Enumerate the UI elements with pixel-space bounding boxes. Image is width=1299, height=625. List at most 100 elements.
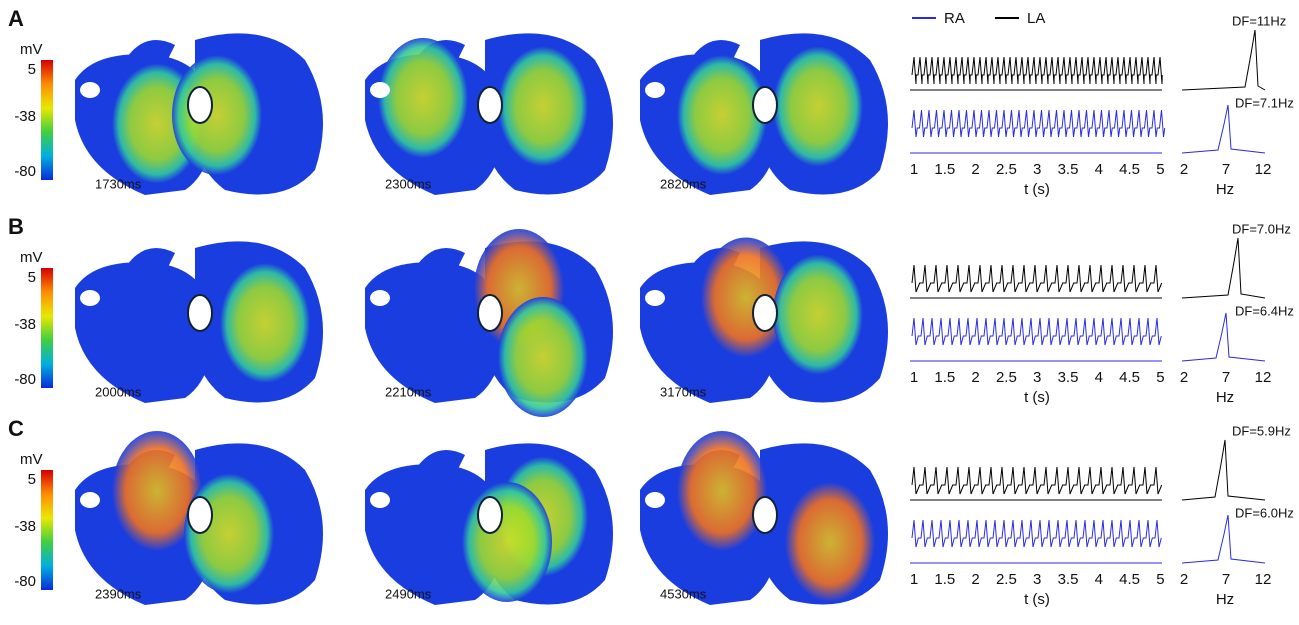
time-tick: 1.5 <box>934 161 955 178</box>
snapshot-time: 2000ms <box>95 384 142 399</box>
time-tick: 2 <box>971 369 979 386</box>
snapshot-time: 1730ms <box>95 176 142 191</box>
activation-patch <box>462 482 552 602</box>
time-tick: 4 <box>1095 369 1103 386</box>
snapshot-time: 3170ms <box>660 384 707 399</box>
heart-map: 2000ms <box>75 241 323 403</box>
colorbar-tick: -38 <box>14 316 36 333</box>
spectrum <box>1182 515 1265 563</box>
heart-map: 2490ms <box>365 443 613 605</box>
time-axis-label: t (s) <box>1024 181 1050 198</box>
df-label: DF=5.9Hz <box>1232 423 1291 438</box>
panel-label: A <box>8 6 24 31</box>
time-tick: 1.5 <box>934 369 955 386</box>
freq-tick: 2 <box>1180 571 1188 588</box>
colorbar <box>41 268 53 388</box>
freq-tick: 12 <box>1255 161 1272 178</box>
vein-opening <box>370 290 390 306</box>
spectrum <box>1182 440 1265 500</box>
vein-opening <box>188 497 212 533</box>
time-tick: 5 <box>1156 571 1164 588</box>
heart-map: 3170ms <box>640 238 888 404</box>
heart-map: 2390ms <box>75 431 323 605</box>
time-tick: 2.5 <box>996 369 1017 386</box>
time-tick: 1.5 <box>934 571 955 588</box>
time-tick: 3 <box>1033 571 1041 588</box>
time-tick: 3 <box>1033 369 1041 386</box>
activation-patch <box>498 297 588 417</box>
trace <box>912 467 1162 494</box>
df-label: DF=7.1Hz <box>1235 95 1294 110</box>
snapshot-time: 2820ms <box>660 176 707 191</box>
colorbar <box>41 470 53 590</box>
colorbar-unit: mV <box>20 249 43 266</box>
trace <box>912 520 1161 547</box>
time-tick: 5 <box>1156 369 1164 386</box>
df-label: DF=6.0Hz <box>1235 505 1294 520</box>
snapshot-time: 2210ms <box>385 384 432 399</box>
activation-patch <box>773 47 863 167</box>
vein-opening <box>80 290 100 306</box>
figure: RA LA AmV 5 -38 -80 1730ms 2300ms 2820ms DF=11Hz D… <box>0 0 1299 620</box>
vein-opening <box>188 295 212 331</box>
vein-opening <box>370 82 390 98</box>
trace <box>912 110 1165 137</box>
colorbar-tick: 5 <box>28 61 36 78</box>
legend-label: RA <box>944 10 965 27</box>
activation-patch <box>773 255 863 375</box>
heart-map: 2820ms <box>640 33 888 195</box>
time-tick: 1 <box>910 369 918 386</box>
colorbar-unit: mV <box>20 451 43 468</box>
time-tick: 3.5 <box>1058 161 1079 178</box>
time-tick: 2 <box>971 161 979 178</box>
activation-patch <box>220 263 310 383</box>
freq-tick: 7 <box>1222 161 1230 178</box>
df-label: DF=6.4Hz <box>1235 303 1294 318</box>
trace <box>912 265 1162 292</box>
colorbar-tick: -38 <box>14 108 36 125</box>
time-tick: 1 <box>910 571 918 588</box>
colorbar-unit: mV <box>20 41 43 58</box>
vein-opening <box>80 492 100 508</box>
freq-axis-label: Hz <box>1216 591 1234 608</box>
time-tick: 2.5 <box>996 571 1017 588</box>
activation-patch <box>677 55 767 175</box>
activation-patch <box>677 431 767 551</box>
heart-map: 4530ms <box>640 431 888 605</box>
trace <box>912 57 1162 84</box>
time-tick: 3.5 <box>1058 369 1079 386</box>
vein-opening <box>645 82 665 98</box>
time-tick: 5 <box>1156 161 1164 178</box>
time-tick: 4.5 <box>1119 369 1140 386</box>
time-tick: 3 <box>1033 161 1041 178</box>
time-axis-label: t (s) <box>1024 389 1050 406</box>
time-tick: 1 <box>910 161 918 178</box>
snapshot-time: 2300ms <box>385 176 432 191</box>
panel-label: B <box>8 214 24 239</box>
vein-opening <box>753 497 777 533</box>
panel: AmV5-38-801730ms2300ms2820msDF=11HzDF=7.… <box>8 6 1294 198</box>
spectrum <box>1182 105 1265 153</box>
freq-tick: 2 <box>1180 161 1188 178</box>
time-tick: 2 <box>971 571 979 588</box>
heart-map: 2210ms <box>365 229 613 417</box>
colorbar <box>41 60 53 180</box>
page: RA LA AmV 5 -38 -80 1730ms 2300ms 2820ms DF=11Hz D… <box>0 0 1299 625</box>
freq-axis-label: Hz <box>1216 389 1234 406</box>
colorbar-tick: -80 <box>14 573 36 590</box>
colorbar-tick: -80 <box>14 371 36 388</box>
freq-axis-label: Hz <box>1216 181 1234 198</box>
snapshot-time: 2390ms <box>95 586 142 601</box>
vein-opening <box>645 492 665 508</box>
vein-opening <box>478 87 502 123</box>
df-label: DF=11Hz <box>1232 13 1286 28</box>
vein-opening <box>478 497 502 533</box>
snapshot-time: 4530ms <box>660 586 707 601</box>
snapshot-time: 2490ms <box>385 586 432 601</box>
colorbar-tick: 5 <box>28 269 36 286</box>
freq-tick: 12 <box>1255 571 1272 588</box>
activation-patch <box>498 47 588 167</box>
legend-label: LA <box>1027 10 1045 27</box>
